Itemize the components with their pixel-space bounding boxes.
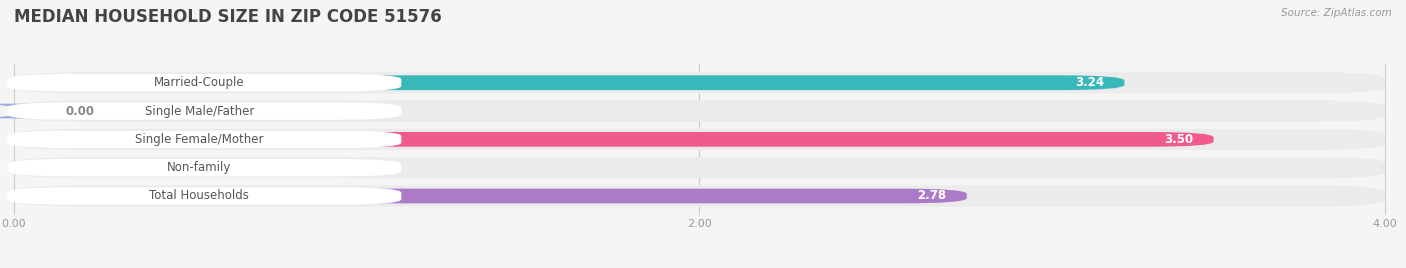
FancyBboxPatch shape [0,104,79,118]
FancyBboxPatch shape [14,100,1385,122]
Text: 1.08: 1.08 [335,161,364,174]
FancyBboxPatch shape [14,157,1385,178]
FancyBboxPatch shape [14,160,384,175]
FancyBboxPatch shape [7,131,401,148]
FancyBboxPatch shape [7,187,401,205]
Text: 2.78: 2.78 [917,189,946,203]
Text: Single Female/Mother: Single Female/Mother [135,133,263,146]
FancyBboxPatch shape [14,129,1385,150]
Text: Single Male/Father: Single Male/Father [145,105,254,118]
Text: MEDIAN HOUSEHOLD SIZE IN ZIP CODE 51576: MEDIAN HOUSEHOLD SIZE IN ZIP CODE 51576 [14,8,441,26]
FancyBboxPatch shape [14,72,1385,93]
FancyBboxPatch shape [7,74,401,91]
FancyBboxPatch shape [7,102,401,120]
Text: Source: ZipAtlas.com: Source: ZipAtlas.com [1281,8,1392,18]
FancyBboxPatch shape [14,75,1125,90]
Text: Total Households: Total Households [149,189,249,203]
Text: 3.24: 3.24 [1074,76,1104,89]
FancyBboxPatch shape [14,132,1213,147]
FancyBboxPatch shape [14,189,967,203]
Text: Married-Couple: Married-Couple [155,76,245,89]
Text: 0.00: 0.00 [66,105,94,118]
Text: 3.50: 3.50 [1164,133,1192,146]
Text: Non-family: Non-family [167,161,232,174]
FancyBboxPatch shape [7,159,401,176]
FancyBboxPatch shape [14,185,1385,207]
